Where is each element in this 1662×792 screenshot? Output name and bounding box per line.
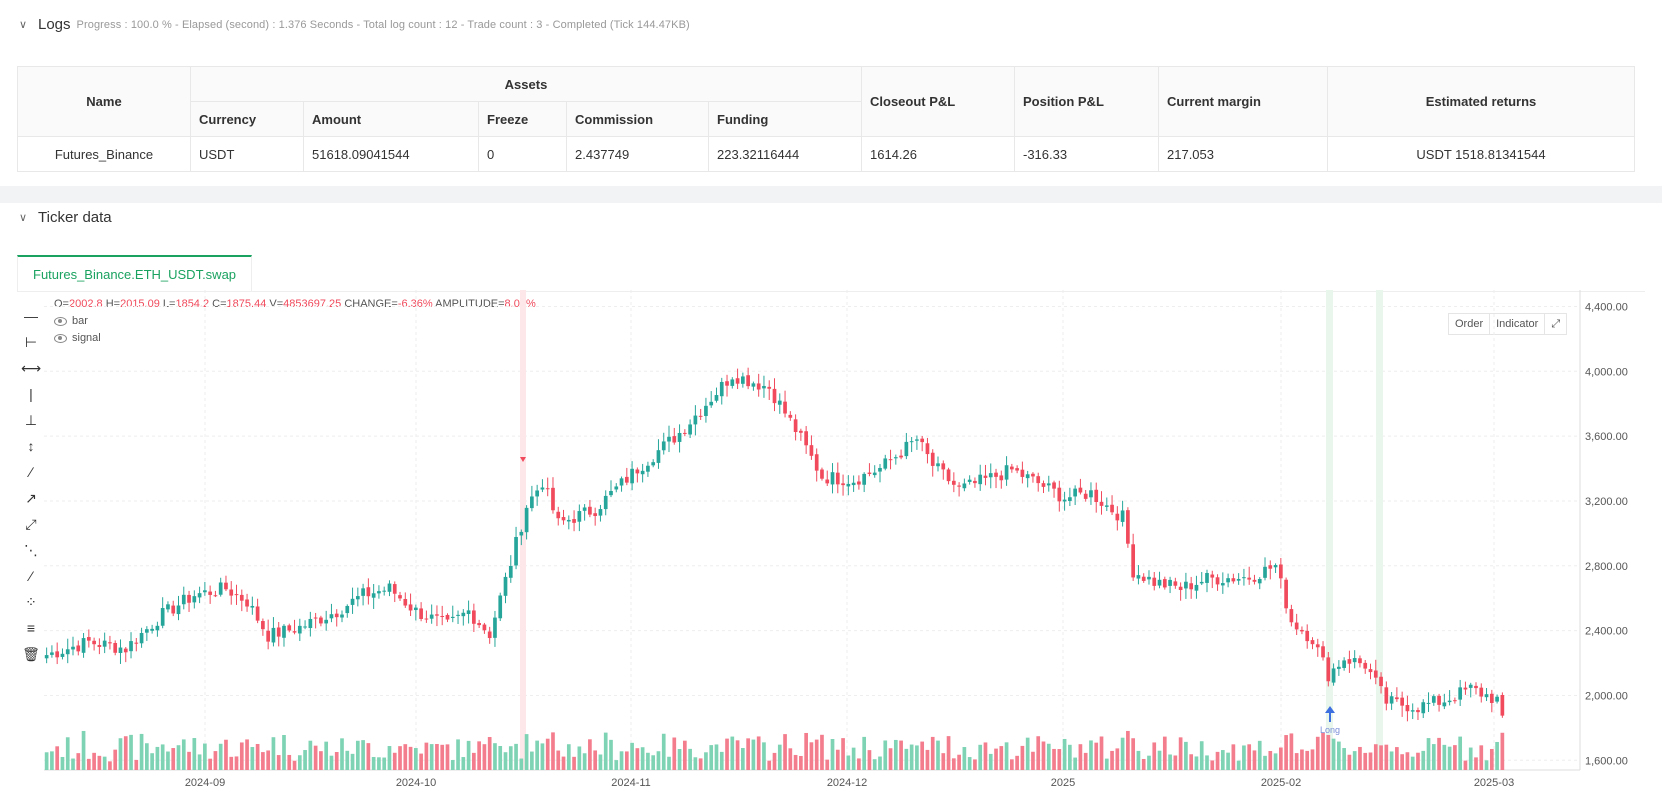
logs-panel: ∨ Logs Progress : 100.0 % - Elapsed (sec… [0,0,1662,186]
drawing-toolbar: — ⊢ ⟷ | ⊥ ↕ ∕ ↗ ⤢ ⋱ ⁄ ⁘ ≡ 🗑 [18,303,44,667]
cell-amount: 51618.09041544 [303,136,479,172]
col-margin: Current margin [1158,66,1328,137]
segment-line-icon[interactable]: ⤢ [25,515,37,532]
trash-icon[interactable]: 🗑 [22,645,40,662]
legend-signal-label: signal [72,332,101,344]
cell-closeout: 1614.26 [861,136,1015,172]
low-label: L= [162,298,176,310]
logs-title: Logs [38,16,71,33]
chevron-down-icon[interactable]: ∨ [18,19,28,31]
horizontal-line-icon[interactable]: — [24,308,38,324]
order-button[interactable]: Order [1448,313,1491,335]
cell-margin: 217.053 [1158,136,1328,172]
cell-commission: 2.437749 [566,136,709,172]
eye-icon[interactable] [54,316,67,326]
vertical-line-icon[interactable]: | [29,386,33,402]
ticker-title: Ticker data [38,209,112,226]
tab-divider [17,291,1645,292]
legend-bar-label: bar [72,315,88,327]
horizontal-segment-icon[interactable]: ⟷ [20,359,42,376]
price-line-icon[interactable]: ⋱ [24,541,38,558]
col-assets: Assets [190,66,862,102]
vertical-ray-icon[interactable]: ⊥ [24,411,38,428]
change-label: CHANGE= [344,298,398,310]
table-row: Futures_Binance USDT 51618.09041544 0 2.… [17,136,1635,172]
logs-meta: Progress : 100.0 % - Elapsed (second) : … [76,18,690,31]
chart-buttons: Order Indicator ⤢ [1448,313,1568,335]
open-value: 2002.8 [68,298,103,310]
cell-name: Futures_Binance [17,136,191,172]
logs-header[interactable]: ∨ Logs Progress : 100.0 % - Elapsed (sec… [16,16,690,33]
cell-returns: USDT 1518.81341544 [1327,136,1635,172]
high-value: 2015.09 [120,298,160,310]
fibonacci-icon[interactable]: ⁘ [25,593,37,610]
col-returns: Estimated returns [1327,66,1635,137]
cell-freeze: 0 [478,136,567,172]
col-position: Position P&L [1014,66,1159,137]
col-currency: Currency [190,101,304,137]
chevron-down-icon[interactable]: ∨ [18,212,28,224]
horizontal-ray-icon[interactable]: ⊢ [24,333,38,350]
ruler-icon[interactable]: ≡ [26,620,36,636]
fullscreen-icon[interactable]: ⤢ [1544,313,1568,335]
col-freeze: Freeze [478,101,567,137]
volume-value: 4853697.25 [283,298,342,310]
volume-label: V= [269,298,284,310]
ray-line-icon[interactable]: ↗ [25,489,37,506]
parallel-channel-icon[interactable]: ⁄ [29,568,33,584]
assets-table: Name Assets Closeout P&L Position P&L Cu… [17,66,1635,172]
close-label: C= [212,298,227,310]
tab-eth-usdt-swap[interactable]: Futures_Binance.ETH_USDT.swap [17,255,253,291]
cell-funding: 223.32116444 [708,136,862,172]
col-funding: Funding [708,101,862,137]
amplitude-value: 8.03% [504,298,536,310]
col-amount: Amount [303,101,479,137]
trend-line-icon[interactable]: ∕ [29,464,33,480]
cell-currency: USDT [190,136,304,172]
change-value: -6.36% [397,298,433,310]
cell-position: -316.33 [1014,136,1159,172]
ticker-header[interactable]: ∨ Ticker data [16,209,112,226]
col-commission: Commission [566,101,709,137]
eye-icon[interactable] [54,333,67,343]
ticker-panel: ∨ Ticker data Futures_Binance.ETH_USDT.s… [0,203,1662,792]
high-label: H= [105,298,121,310]
col-closeout: Closeout P&L [861,66,1015,137]
legend-bar[interactable]: bar [54,315,88,327]
amplitude-label: AMPLITUDE= [435,298,505,310]
close-value: 1875.44 [226,298,267,310]
legend-signal[interactable]: signal [54,332,101,344]
col-name: Name [17,66,191,137]
vertical-segment-icon[interactable]: ↕ [27,438,35,454]
low-value: 1854.2 [175,298,210,310]
open-label: O= [54,298,69,310]
ohlc-readout: O=2002.8 H=2015.09 L=1854.2 C=1875.44 V=… [54,298,536,310]
indicator-button[interactable]: Indicator [1489,313,1546,335]
